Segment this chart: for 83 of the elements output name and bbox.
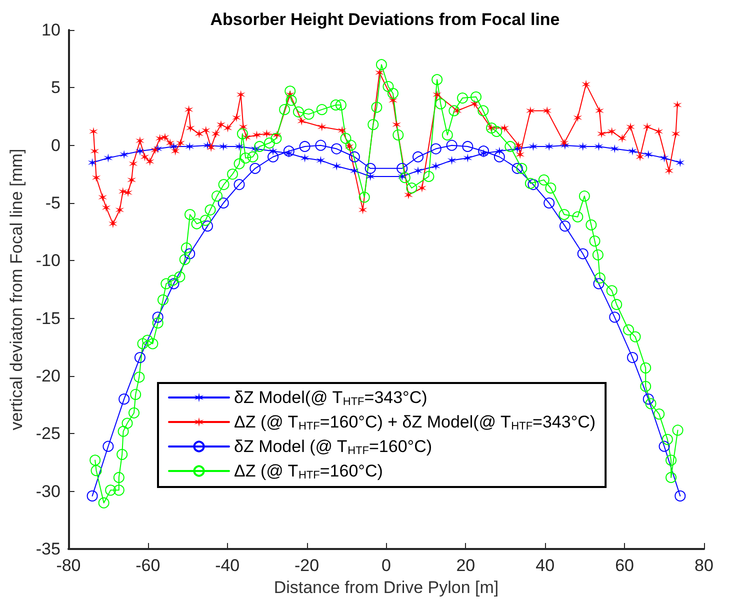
point (184, 248, 196, 260)
y-tick-label: -5 (45, 194, 60, 212)
point (528, 142, 538, 151)
point (431, 162, 440, 171)
y-tick-label: 5 (51, 78, 60, 98)
point (512, 162, 523, 174)
x-tick-label: -80 (56, 556, 81, 575)
point (348, 151, 360, 162)
point (364, 162, 376, 174)
point (218, 198, 229, 208)
point (350, 166, 359, 176)
point (676, 158, 685, 168)
x-tick-label: -20 (294, 556, 320, 575)
point (578, 142, 588, 151)
point (430, 143, 442, 154)
point (559, 220, 570, 232)
y-tick-label: -10 (36, 251, 60, 270)
point (120, 150, 129, 160)
point (250, 162, 261, 174)
point (331, 143, 342, 154)
point (544, 198, 555, 208)
point (463, 154, 472, 163)
point (594, 142, 604, 151)
point (478, 146, 490, 157)
y-tick-label: -20 (36, 366, 60, 386)
point (412, 151, 424, 162)
y-tick-label: 10 (42, 20, 60, 40)
y-tick-label: -15 (36, 308, 60, 328)
point (218, 142, 228, 151)
point (642, 394, 654, 405)
point (102, 440, 114, 452)
point (332, 162, 342, 171)
x-tick-label: 60 (615, 556, 634, 575)
x-tick-label: 0 (382, 556, 391, 575)
point (283, 146, 294, 157)
y-tick-label: -30 (36, 482, 60, 501)
point (118, 394, 130, 405)
point (315, 140, 326, 151)
point (628, 146, 638, 156)
x-tick-label: -60 (136, 556, 160, 575)
point (88, 158, 97, 168)
point (185, 142, 194, 151)
point (268, 151, 279, 162)
point (446, 140, 458, 151)
point (299, 140, 310, 152)
x-tick-label: 80 (694, 556, 714, 575)
x-tick-label: 20 (456, 556, 476, 575)
point (104, 154, 113, 163)
point (627, 352, 638, 364)
point (658, 440, 670, 452)
point (316, 156, 326, 165)
point (86, 490, 98, 502)
point (134, 352, 146, 364)
y-tick-label: 0 (51, 136, 60, 155)
point (609, 312, 620, 323)
y-tick-label: -25 (36, 424, 60, 444)
point (234, 179, 245, 190)
x-tick-label: 40 (536, 556, 555, 575)
y-tick-label: -35 (36, 540, 60, 558)
point (610, 144, 620, 154)
point (660, 154, 669, 163)
point (168, 278, 180, 290)
point (135, 146, 144, 156)
point (528, 179, 539, 190)
point (396, 162, 408, 174)
point (462, 140, 474, 152)
chart-title: Absorber Height Deviations from Focal line (210, 10, 560, 29)
y-axis-title: vertical deviaton from Focal line [mm] (7, 148, 26, 430)
point (577, 248, 588, 260)
point (152, 312, 164, 323)
point (644, 150, 653, 160)
point (674, 490, 686, 502)
x-tick-label: -40 (215, 556, 240, 575)
point (593, 278, 604, 290)
point (300, 154, 310, 163)
point (414, 166, 423, 176)
point (234, 142, 244, 151)
x-axis-title: Distance from Drive Pylon [m] (274, 578, 499, 597)
point (366, 172, 375, 181)
point (544, 142, 554, 151)
point (494, 151, 505, 162)
point (202, 220, 213, 232)
point (447, 156, 456, 165)
